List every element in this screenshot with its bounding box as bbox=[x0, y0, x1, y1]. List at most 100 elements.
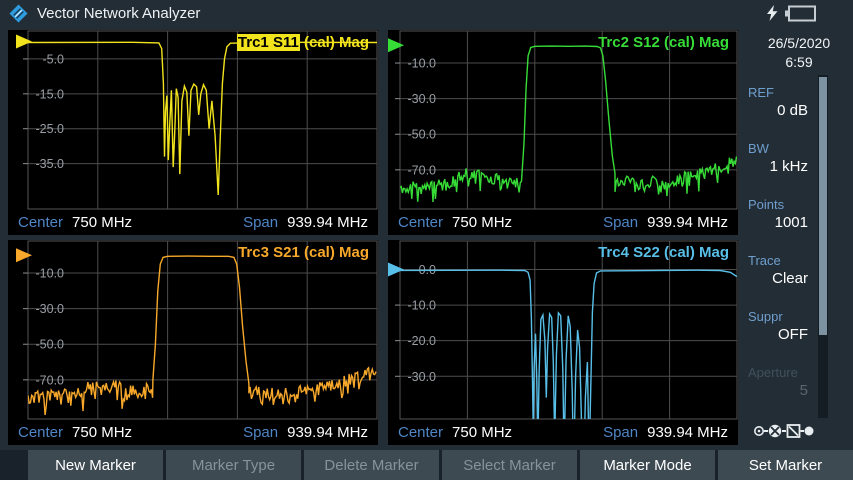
center-value: 750 MHz bbox=[452, 424, 513, 441]
center-frequency[interactable]: Center 750 MHz bbox=[18, 424, 132, 441]
trace-format: (cal) Mag bbox=[299, 244, 369, 261]
item-value: 5 bbox=[799, 382, 808, 399]
charging-icon bbox=[767, 5, 778, 21]
trace-name: Trc4 S22 bbox=[598, 244, 660, 261]
trace-label-s21[interactable]: Trc3 S21 (cal) Mag bbox=[238, 244, 369, 261]
svg-text:-70.0: -70.0 bbox=[408, 163, 437, 177]
center-frequency[interactable]: Center 750 MHz bbox=[398, 424, 512, 441]
s11-plot: -5.0 -15.0 -25.0 -35.0 bbox=[16, 30, 378, 210]
sidebar-item-trace[interactable]: Trace Clear bbox=[745, 253, 853, 289]
center-frequency[interactable]: Center 750 MHz bbox=[18, 214, 132, 231]
trace-name: Trc3 S21 bbox=[238, 244, 300, 261]
trace-label-s12[interactable]: Trc2 S12 (cal) Mag bbox=[598, 34, 729, 51]
softkey-bar: New Marker Marker Type Delete Marker Sel… bbox=[0, 450, 853, 480]
svg-text:-10.0: -10.0 bbox=[36, 267, 65, 281]
softkey-set-marker[interactable]: Set Marker bbox=[718, 450, 853, 480]
trace-label-s11[interactable]: Trc1 S11 (cal) Mag bbox=[236, 34, 369, 51]
item-label: BW bbox=[748, 141, 769, 156]
center-value: 750 MHz bbox=[72, 214, 133, 231]
span-frequency[interactable]: Span 939.94 MHz bbox=[243, 424, 368, 441]
span-value: 939.94 MHz bbox=[647, 214, 728, 231]
sidebar-item-points[interactable]: Points 1001 bbox=[745, 197, 853, 233]
softkey-new-marker[interactable]: New Marker bbox=[28, 450, 163, 480]
svg-text:-10.0: -10.0 bbox=[408, 299, 437, 313]
settings-sidebar: 26/5/2020 6:59 REF 0 dB BW 1 kHz Points … bbox=[745, 26, 853, 450]
trace-format: (cal) Mag bbox=[659, 244, 729, 261]
battery-icon bbox=[785, 5, 816, 21]
plot-area-s12[interactable]: -10.0 -30.0 -50.0 -70.0 Trc2 S12 (cal) Mag bbox=[388, 30, 738, 210]
span-value: 939.94 MHz bbox=[287, 214, 368, 231]
plot-panel-s21: -10.0 -30.0 -50.0 -70.0 Trc3 S21 (cal) Mag … bbox=[8, 240, 378, 445]
span-frequency[interactable]: Span 939.94 MHz bbox=[603, 424, 728, 441]
freq-row-s22: Center 750 MHz Span 939.94 MHz bbox=[388, 420, 738, 445]
center-frequency[interactable]: Center 750 MHz bbox=[398, 214, 512, 231]
svg-text:-50.0: -50.0 bbox=[408, 128, 437, 142]
span-frequency[interactable]: Span 939.94 MHz bbox=[243, 214, 368, 231]
datetime: 26/5/2020 6:59 bbox=[745, 26, 853, 72]
item-value: Clear bbox=[772, 270, 808, 287]
plot-panel-s22: 0.0 -10.0 -20.0 -30.0 Trc4 S22 (cal) Mag Ce… bbox=[388, 240, 738, 445]
center-value: 750 MHz bbox=[72, 424, 133, 441]
plot-grid: -5.0 -15.0 -25.0 -35.0 Trc1 S11 (cal) Mag C… bbox=[0, 26, 745, 450]
item-value: 0 dB bbox=[777, 102, 808, 119]
svg-text:-10.0: -10.0 bbox=[408, 57, 437, 71]
center-label: Center bbox=[398, 214, 444, 231]
span-label: Span bbox=[603, 214, 639, 231]
svg-text:-30.0: -30.0 bbox=[408, 370, 437, 384]
svg-text:-35.0: -35.0 bbox=[36, 157, 65, 171]
svg-text:-20.0: -20.0 bbox=[408, 334, 437, 348]
svg-text:-15.0: -15.0 bbox=[36, 87, 65, 101]
sidebar-item-suppr[interactable]: Suppr OFF bbox=[745, 309, 853, 345]
svg-text:-70.0: -70.0 bbox=[36, 373, 65, 387]
item-value: 1 kHz bbox=[769, 158, 808, 175]
span-frequency[interactable]: Span 939.94 MHz bbox=[603, 214, 728, 231]
sidebar-scrollbar[interactable] bbox=[818, 75, 828, 418]
plot-area-s21[interactable]: -10.0 -30.0 -50.0 -70.0 Trc3 S21 (cal) Mag bbox=[8, 240, 378, 420]
date-text: 26/5/2020 bbox=[767, 35, 831, 51]
status-icons bbox=[767, 5, 817, 22]
sidebar-item-ref[interactable]: REF 0 dB bbox=[745, 85, 853, 121]
center-label: Center bbox=[18, 424, 64, 441]
softkey-marker-type[interactable]: Marker Type bbox=[166, 450, 301, 480]
softkey-marker-mode[interactable]: Marker Mode bbox=[580, 450, 715, 480]
sidebar-items: REF 0 dB BW 1 kHz Points 1001 Trace Clea… bbox=[745, 85, 853, 401]
item-label: Aperture bbox=[748, 365, 798, 380]
plot-area-s22[interactable]: 0.0 -10.0 -20.0 -30.0 Trc4 S22 (cal) Mag bbox=[388, 240, 738, 420]
item-value: 1001 bbox=[774, 214, 808, 231]
span-value: 939.94 MHz bbox=[287, 424, 368, 441]
center-value: 750 MHz bbox=[452, 214, 513, 231]
item-value: OFF bbox=[778, 326, 808, 343]
plot-area-s11[interactable]: -5.0 -15.0 -25.0 -35.0 Trc1 S11 (cal) Mag bbox=[8, 30, 378, 210]
softkey-delete-marker[interactable]: Delete Marker bbox=[304, 450, 439, 480]
sidebar-item-bw[interactable]: BW 1 kHz bbox=[745, 141, 853, 177]
center-label: Center bbox=[398, 424, 444, 441]
item-label: Trace bbox=[748, 253, 781, 268]
plot-panel-s11: -5.0 -15.0 -25.0 -35.0 Trc1 S11 (cal) Mag C… bbox=[8, 30, 378, 235]
rohde-schwarz-logo bbox=[9, 3, 28, 23]
center-label: Center bbox=[18, 214, 64, 231]
time-text: 6:59 bbox=[785, 54, 813, 70]
s22-plot: 0.0-10.0-20.0-30.0 bbox=[388, 240, 738, 420]
item-label: Points bbox=[748, 197, 785, 212]
trace-name: Trc1 S11 bbox=[236, 34, 300, 51]
trace-format: (cal) Mag bbox=[299, 34, 369, 51]
trace-label-s22[interactable]: Trc4 S22 (cal) Mag bbox=[598, 244, 729, 261]
span-label: Span bbox=[243, 424, 279, 441]
trace-format: (cal) Mag bbox=[659, 34, 729, 51]
softkey-select-marker[interactable]: Select Marker bbox=[442, 450, 577, 480]
trace-name: Trc2 S12 bbox=[598, 34, 660, 51]
item-label: REF bbox=[748, 85, 774, 100]
freq-row-s11: Center 750 MHz Span 939.94 MHz bbox=[8, 210, 378, 235]
svg-text:-30.0: -30.0 bbox=[36, 302, 65, 316]
title-bar: Vector Network Analyzer bbox=[0, 0, 853, 26]
sidebar-item-aperture[interactable]: Aperture 5 bbox=[745, 365, 853, 401]
plot-panel-s12: -10.0 -30.0 -50.0 -70.0 Trc2 S12 (cal) Mag … bbox=[388, 30, 738, 235]
measurement-diagram-icon bbox=[754, 424, 814, 438]
freq-row-s12: Center 750 MHz Span 939.94 MHz bbox=[388, 210, 738, 235]
app-title: Vector Network Analyzer bbox=[37, 4, 201, 22]
svg-text:-25.0: -25.0 bbox=[36, 122, 65, 136]
scrollbar-thumb[interactable] bbox=[819, 77, 827, 335]
s21-plot: -10.0 -30.0 -50.0 -70.0 bbox=[16, 240, 378, 420]
item-label: Suppr bbox=[748, 309, 783, 324]
